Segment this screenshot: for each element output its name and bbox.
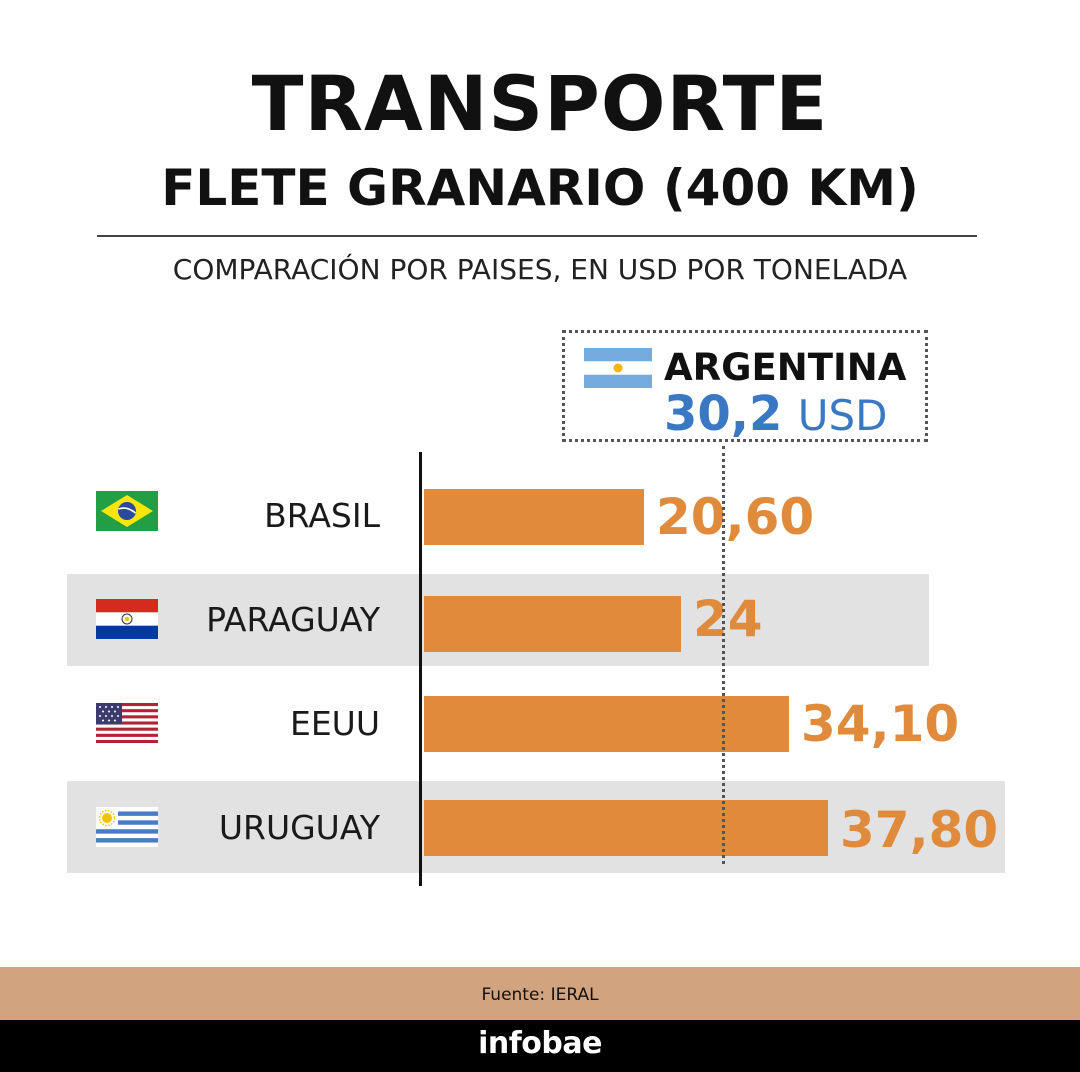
bar-paraguay [424,596,681,652]
reference-value-unit: USD [797,391,888,440]
reference-callout-box [562,330,928,442]
source-bar [0,967,1080,1020]
uruguay-flag-icon [96,807,158,847]
brand-logo: infobae [478,1026,602,1061]
category-label-paraguay: PARAGUAY [206,600,380,639]
paraguay-flag-icon [96,599,158,639]
chart-subtitle: FLETE GRANARIO (400 KM) [161,159,919,217]
bar-eeuu [424,696,789,752]
reference-value-number: 30,2 [664,386,783,442]
category-label-eeuu: EEUU [289,704,380,743]
bar-brasil [424,489,644,545]
reference-value: 30,2 USD [664,388,887,442]
footer-bar [0,1020,1080,1072]
reference-line-argentina [722,446,725,864]
category-label-uruguay: URUGUAY [218,808,380,847]
value-label-uruguay: 37,80 [840,801,999,859]
chart-title: TRANSPORTE [251,59,829,148]
value-label-brasil: 20,60 [656,488,815,546]
value-label-paraguay: 24 [693,590,763,648]
argentina-flag-icon [584,348,652,388]
reference-label-argentina: ARGENTINA [664,346,907,389]
usa-flag-icon [96,703,158,743]
bar-uruguay [424,800,828,856]
category-axis-line [419,452,422,886]
brazil-flag-icon [96,491,158,531]
source-text: Fuente: IERAL [481,985,599,1005]
value-label-eeuu: 34,10 [801,695,960,753]
chart-caption: COMPARACIÓN POR PAISES, EN USD POR TONEL… [172,253,908,286]
category-label-brasil: BRASIL [264,496,380,535]
title-divider [97,235,977,237]
